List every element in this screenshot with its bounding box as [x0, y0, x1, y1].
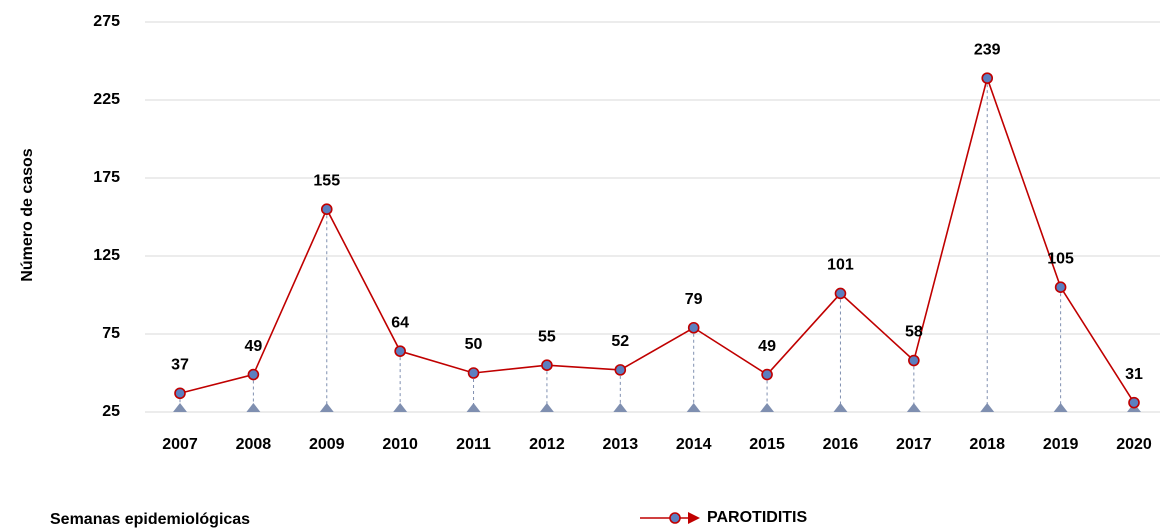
series-line — [179, 75, 1135, 404]
base-triangle — [760, 403, 775, 412]
legend-arrow — [688, 512, 700, 524]
grid — [145, 21, 1160, 413]
data-label: 49 — [244, 338, 262, 355]
base-triangle — [246, 403, 261, 412]
point — [687, 321, 700, 334]
legend-marker — [669, 512, 681, 524]
y-tick-label: 225 — [93, 91, 120, 108]
x-tick-label: 2020 — [1116, 436, 1152, 453]
point — [541, 359, 553, 372]
data-label: 239 — [974, 41, 1001, 58]
x-tick-label: 2010 — [382, 436, 418, 453]
point — [834, 287, 847, 300]
x-tick-label: 2011 — [456, 436, 491, 453]
legend-label: PAROTIDITIS — [707, 509, 807, 526]
x-tick-label: 2007 — [162, 436, 198, 453]
point — [908, 354, 920, 367]
point — [981, 72, 994, 84]
x-tick-label: 2014 — [676, 436, 712, 453]
data-label: 58 — [905, 324, 923, 341]
base-triangle — [906, 403, 921, 412]
x-tick-label: 2013 — [603, 436, 639, 453]
data-label: 101 — [827, 257, 854, 274]
base-triangle — [1053, 403, 1068, 412]
y-tick-label: 275 — [93, 13, 120, 30]
x-tick-label: 2019 — [1043, 436, 1079, 453]
point — [1128, 396, 1140, 409]
x-axis-label: Semanas epidemiológicas — [50, 511, 250, 528]
point — [614, 364, 627, 376]
x-tick-label: 2012 — [529, 436, 565, 453]
point — [174, 387, 186, 400]
data-label: 52 — [611, 333, 629, 350]
data-label: 50 — [465, 336, 483, 353]
base-triangle — [466, 403, 481, 412]
y-axis-label: Número de casos — [19, 148, 36, 281]
x-tick-label: 2009 — [309, 436, 345, 453]
x-tick-label: 2016 — [823, 436, 859, 453]
y-tick-label: 175 — [93, 169, 120, 186]
x-tick-label: 2015 — [749, 436, 785, 453]
point — [320, 203, 333, 215]
base-triangle — [980, 403, 995, 412]
data-label: 49 — [758, 338, 776, 355]
data-label: 37 — [171, 356, 189, 373]
base-triangle — [833, 403, 848, 412]
point — [394, 345, 406, 357]
data-label: 79 — [685, 291, 703, 308]
base-triangle — [393, 403, 408, 412]
point — [247, 368, 260, 381]
y-tick-label: 75 — [102, 325, 120, 342]
point — [761, 368, 773, 381]
data-label: 105 — [1047, 250, 1074, 267]
y-tick-label: 25 — [102, 403, 120, 420]
data-label: 55 — [538, 328, 556, 345]
x-tick-label: 2017 — [896, 436, 932, 453]
marks: 37 49 155 64 50 55 52 79 49 101 58 239 105 31 — [171, 41, 1143, 409]
drop-lines — [173, 78, 1141, 412]
x-tick-label: 2018 — [969, 436, 1005, 453]
data-label: 155 — [313, 172, 340, 189]
base-triangle — [319, 403, 334, 412]
point — [1054, 281, 1067, 294]
base-triangle — [613, 403, 628, 412]
data-label: 64 — [391, 314, 409, 331]
y-tick-label: 125 — [93, 247, 120, 264]
base-triangle — [539, 403, 554, 412]
base-triangle — [686, 403, 701, 412]
point — [467, 367, 480, 379]
data-label: 31 — [1125, 366, 1143, 383]
base-triangle — [173, 403, 187, 412]
x-tick-label: 2008 — [236, 436, 272, 453]
